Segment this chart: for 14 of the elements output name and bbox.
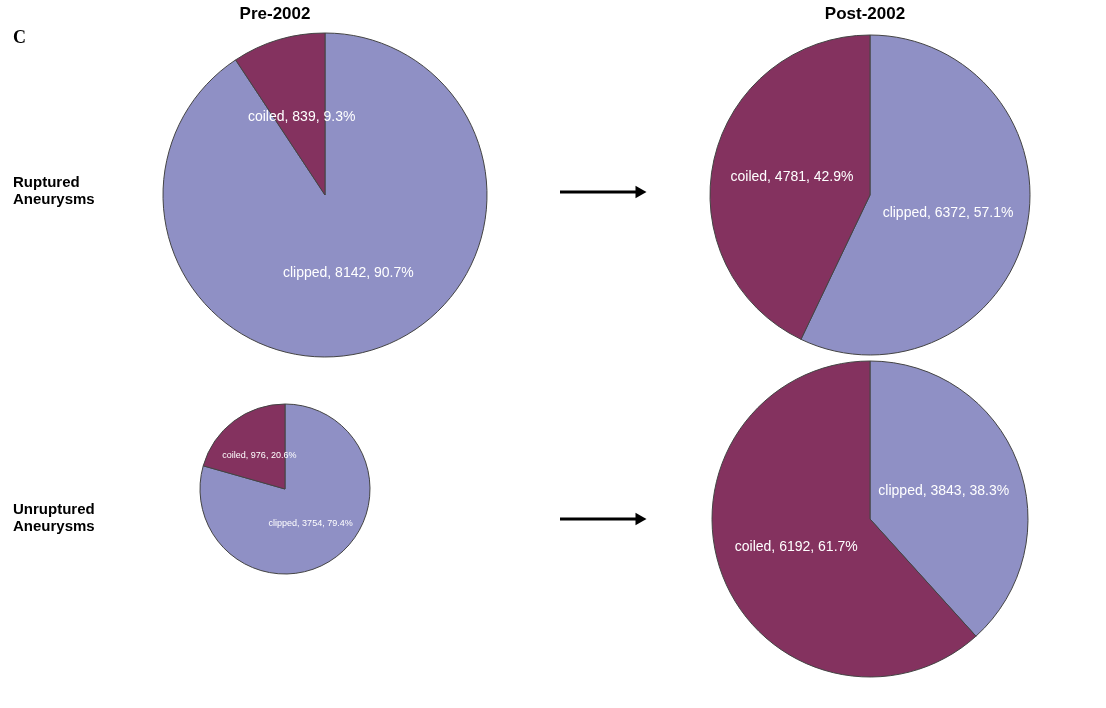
slice-label: clipped, 6372, 57.1%	[882, 203, 1014, 220]
chart-title: Post-2002	[824, 4, 906, 23]
pie-slice	[162, 32, 488, 358]
pie-slice	[199, 403, 371, 575]
slice-label: coiled, 4781, 42.9%	[730, 168, 854, 185]
chart-title: Pre-2002	[239, 4, 311, 23]
slice-label: clipped, 3843, 38.3%	[878, 481, 1010, 498]
slice-label: coiled, 6192, 61.7%	[734, 538, 858, 555]
text: Unruptured Aneurysms	[13, 500, 95, 535]
text: C	[13, 27, 26, 47]
slice-label: coiled, 976, 20.6%	[222, 450, 297, 461]
slice-label: clipped, 3754, 79.4%	[268, 517, 353, 528]
text: Ruptured Aneurysms	[13, 173, 95, 208]
slice-label: clipped, 8142, 90.7%	[282, 263, 414, 280]
